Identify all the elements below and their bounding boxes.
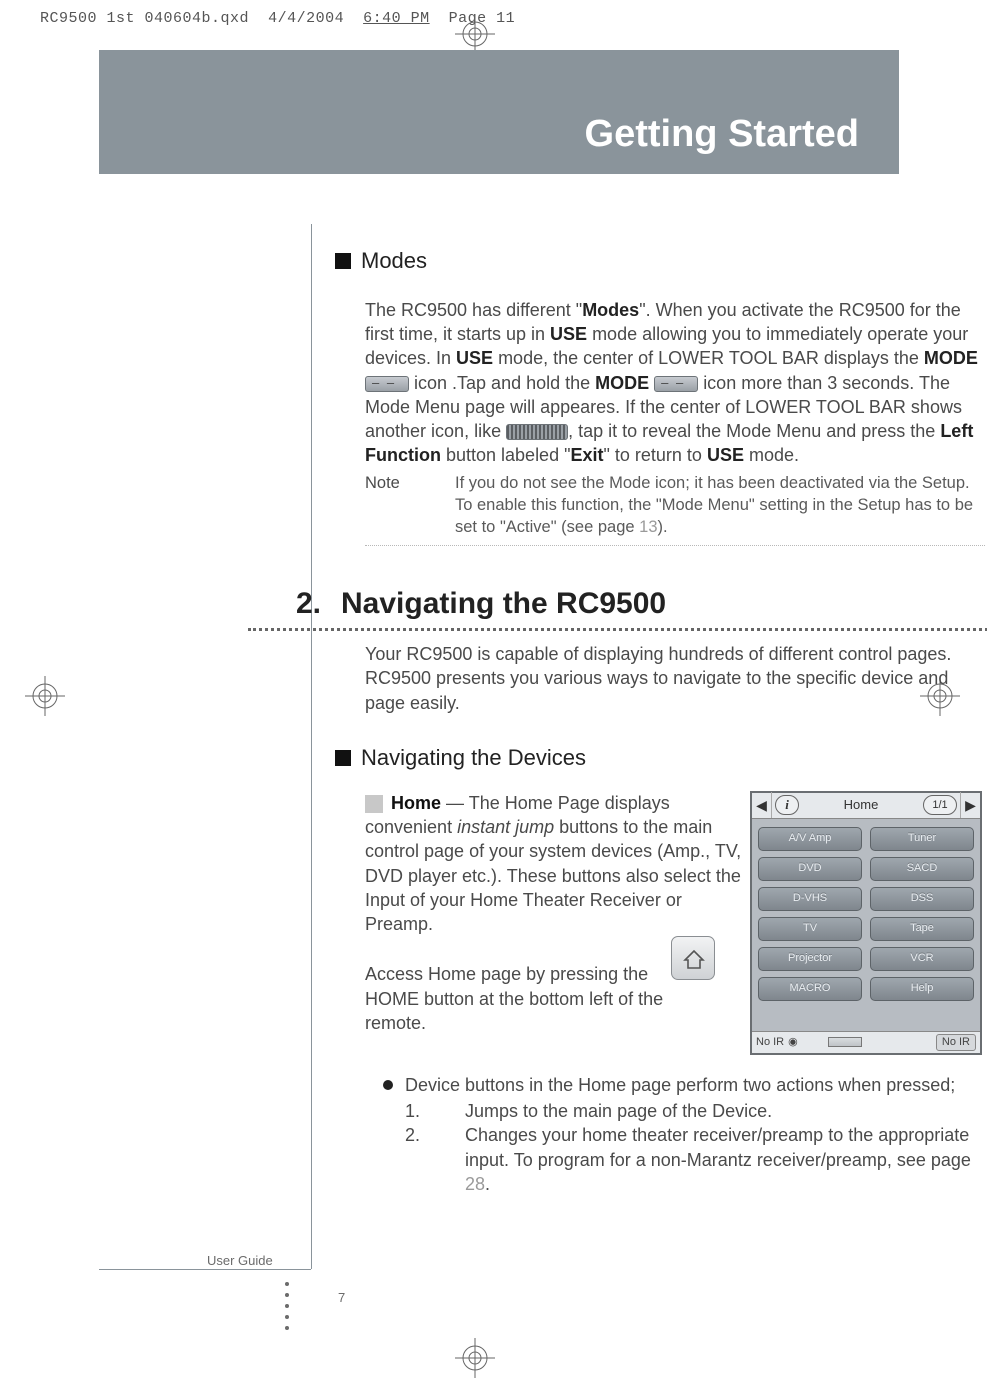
section-2-header: 2. Navigating the RC9500 xyxy=(321,584,987,625)
section-number: 2. xyxy=(248,584,321,625)
device-button[interactable]: A/V Amp xyxy=(758,827,862,851)
list-number: 1. xyxy=(405,1099,465,1123)
chapter-title: Getting Started xyxy=(585,113,859,156)
home-label: Home xyxy=(391,793,441,813)
home-access-para: Access Home page by pressing the HOME bu… xyxy=(365,962,665,1035)
chapter-title-band: Getting Started xyxy=(99,50,899,174)
list-number: 2. xyxy=(405,1123,465,1196)
screen-body: A/V Amp Tuner DVD SACD D-VHS DSS TV Tape Pro… xyxy=(752,819,980,1001)
page-number: 7 xyxy=(338,1290,345,1305)
note-text: If you do not see the Mode icon; it has … xyxy=(455,472,985,539)
screen-page-indicator: 1/1 xyxy=(923,795,957,815)
slug-file: RC9500 1st 040604b.qxd xyxy=(40,10,249,27)
registration-mark-top xyxy=(445,14,505,54)
device-button[interactable]: Projector xyxy=(758,947,862,971)
device-button[interactable]: Tuner xyxy=(870,827,974,851)
navdev-heading-row: Navigating the Devices xyxy=(335,743,987,773)
device-button[interactable]: MACRO xyxy=(758,977,862,1001)
list-text: Changes your home theater receiver/pream… xyxy=(465,1123,983,1196)
section-dotted-rule xyxy=(248,628,987,631)
registration-mark-left xyxy=(25,666,65,726)
mode-icon xyxy=(654,376,698,392)
screen-noir-left: No IR xyxy=(756,1035,784,1050)
device-button[interactable]: DVD xyxy=(758,857,862,881)
margin-rule xyxy=(311,224,312,1269)
registration-mark-bottom xyxy=(445,1338,505,1378)
screen-right-arrow-icon[interactable]: ▶ xyxy=(960,792,980,818)
device-button[interactable]: D-VHS xyxy=(758,887,862,911)
home-description: Home — The Home Page displays convenient… xyxy=(365,791,750,1055)
device-button[interactable]: Help xyxy=(870,977,974,1001)
device-button-notes: Device buttons in the Home page perform … xyxy=(383,1073,983,1196)
bullet-icon xyxy=(383,1080,393,1090)
note-label: Note xyxy=(365,472,455,539)
screen-left-arrow-icon[interactable]: ◀ xyxy=(752,792,772,818)
heading-bullet-icon xyxy=(335,253,351,269)
remote-screen-mock: ◀ i Home 1/1 ▶ A/V Amp Tuner DVD SACD D-VH… xyxy=(750,791,982,1055)
device-button[interactable]: Tape xyxy=(870,917,974,941)
navdev-heading: Navigating the Devices xyxy=(361,743,586,773)
screen-noir-right: No IR xyxy=(936,1034,976,1051)
device-button[interactable]: DSS xyxy=(870,887,974,911)
screen-title: Home xyxy=(802,796,920,814)
page-ref-link[interactable]: 13 xyxy=(639,518,657,536)
slug-date: 4/4/2004 xyxy=(268,10,344,27)
modes-heading-row: Modes xyxy=(335,246,987,276)
slug-time: 6:40 PM xyxy=(363,10,430,27)
footer-dots xyxy=(285,1282,289,1337)
page-ref-link[interactable]: 28 xyxy=(465,1174,485,1194)
footer-rule xyxy=(99,1269,311,1270)
heading-bullet-icon xyxy=(335,750,351,766)
screen-status-bar-icon xyxy=(828,1037,862,1047)
prepress-slug: RC9500 1st 040604b.qxd 4/4/2004 6:40 PM … xyxy=(40,10,515,27)
device-button[interactable]: VCR xyxy=(870,947,974,971)
screen-ir-icon: ◉ xyxy=(788,1035,798,1050)
modes-paragraph: The RC9500 has different "Modes". When y… xyxy=(365,298,985,468)
section-2-intro: Your RC9500 is capable of displaying hun… xyxy=(365,642,985,715)
mode-icon xyxy=(365,376,409,392)
running-footer: User Guide xyxy=(207,1253,273,1268)
device-button[interactable]: TV xyxy=(758,917,862,941)
section-title: Navigating the RC9500 xyxy=(341,584,666,625)
toolbar-bar-icon xyxy=(506,424,568,440)
device-button[interactable]: SACD xyxy=(870,857,974,881)
screen-info-icon[interactable]: i xyxy=(775,795,799,815)
subheading-bullet-icon xyxy=(365,795,383,813)
list-text: Jumps to the main page of the Device. xyxy=(465,1099,983,1123)
note-row: Note If you do not see the Mode icon; it… xyxy=(365,472,985,546)
home-button-icon xyxy=(671,936,715,980)
modes-heading: Modes xyxy=(361,246,427,276)
